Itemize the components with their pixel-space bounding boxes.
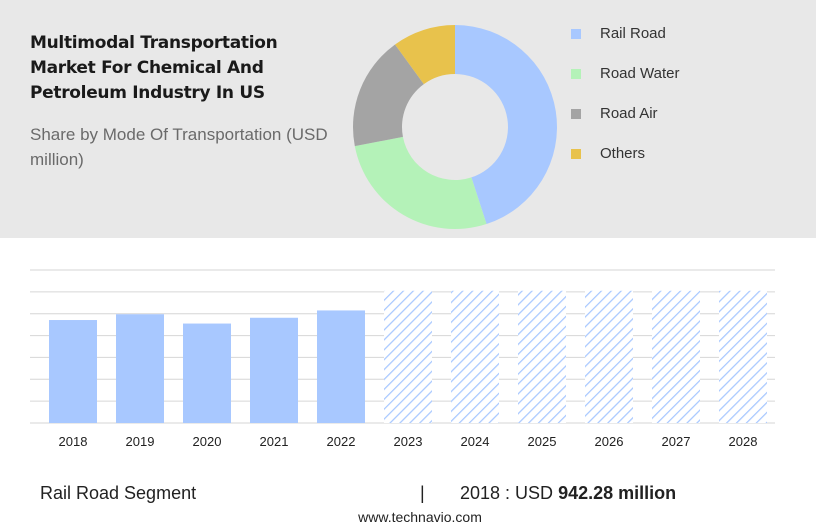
- donut-chart: [353, 25, 557, 229]
- legend-label-rail-road: Rail Road: [600, 25, 666, 42]
- x-tick-label-2023: 2023: [394, 434, 423, 449]
- forecast-bar-2024: [451, 290, 499, 423]
- x-tick-label-2021: 2021: [260, 434, 289, 449]
- legend-item-road-air: Road Air: [571, 104, 771, 124]
- legend-item-road-water: Road Water: [571, 64, 771, 84]
- legend-swatch-rail-road: [571, 29, 581, 39]
- donut-slice-road-air: [353, 44, 424, 147]
- forecast-bar-2028: [719, 290, 767, 423]
- source-link[interactable]: www.technavio.com: [358, 509, 482, 525]
- bar-chart: 2018 2019 2020 2021 2022 2023 2024 2025 2026 2027…: [30, 269, 775, 449]
- x-tick-label-2018: 2018: [59, 434, 88, 449]
- x-tick-label-2024: 2024: [461, 434, 490, 449]
- forecast-bar-2025: [518, 290, 566, 423]
- x-tick-label-2025: 2025: [528, 434, 557, 449]
- legend-label-road-air: Road Air: [600, 105, 658, 122]
- x-tick-label-2026: 2026: [595, 434, 624, 449]
- x-tick-label-2019: 2019: [126, 434, 155, 449]
- bar-2022: [317, 310, 365, 423]
- x-tick-label-2022: 2022: [327, 434, 356, 449]
- legend-label-others: Others: [600, 145, 646, 162]
- legend-swatch-road-air: [571, 109, 581, 119]
- chart-title: Multimodal Transportation Market For Che…: [30, 33, 278, 103]
- segment-label: Rail Road Segment: [40, 483, 197, 503]
- chart-subtitle: Share by Mode Of Transportation (USD mil…: [30, 125, 328, 169]
- donut-slice-others: [395, 25, 455, 85]
- legend-item-rail-road: Rail Road: [571, 24, 771, 44]
- bar-2021: [250, 317, 298, 423]
- legend-label-road-water: Road Water: [600, 65, 680, 82]
- bar-2018: [49, 320, 97, 423]
- forecast-bar-2023: [384, 290, 432, 423]
- forecast-bar-2027: [652, 290, 700, 423]
- donut-slice-road-water: [354, 136, 487, 229]
- segment-value: 2018 : USD 942.28 million: [460, 482, 676, 504]
- footer-separator: |: [420, 483, 425, 503]
- forecast-bar-2026: [585, 290, 633, 423]
- segment-value-amount: 942.28 million: [558, 483, 677, 503]
- x-tick-label-2020: 2020: [193, 434, 222, 449]
- x-tick-label-2027: 2027: [662, 434, 691, 449]
- legend-item-others: Others: [571, 144, 771, 164]
- bar-2020: [183, 323, 231, 423]
- legend-swatch-road-water: [571, 69, 581, 79]
- bar-2019: [116, 314, 164, 423]
- x-tick-label-2028: 2028: [729, 434, 758, 449]
- legend-swatch-others: [571, 149, 581, 159]
- segment-value-prefix: 2018 : USD: [460, 483, 554, 503]
- donut-slice-rail-road: [455, 25, 557, 225]
